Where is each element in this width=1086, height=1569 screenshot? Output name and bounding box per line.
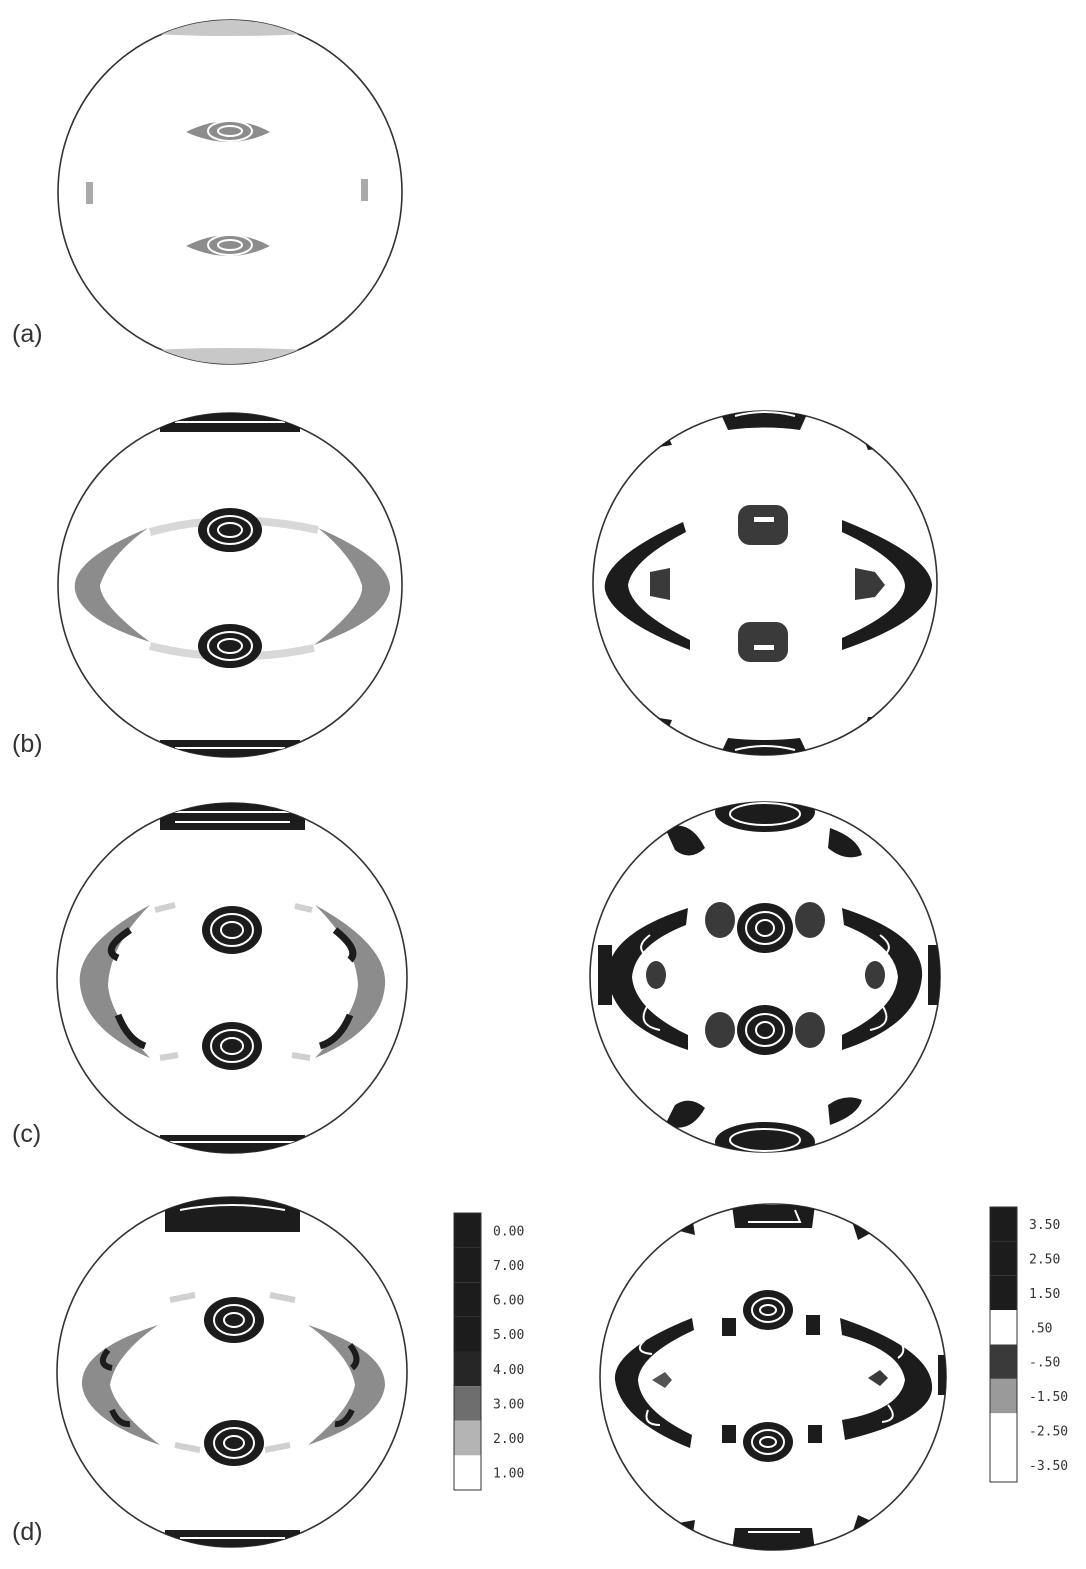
pole-figure-d-right-arc-right bbox=[840, 1318, 933, 1440]
left-legend-tick-label: 1.00 bbox=[493, 1467, 524, 1482]
pole-figure-c-left-outline bbox=[56, 802, 408, 1154]
right-legend-cell bbox=[990, 1241, 1017, 1276]
right-legend-frame bbox=[989, 1206, 1018, 1483]
pole-figure-d-right-lower-peak bbox=[743, 1422, 793, 1462]
pole-figure-a-lower-contour bbox=[207, 234, 253, 256]
pole-figure-a-top-band bbox=[80, 20, 380, 36]
pole-figure-c-left bbox=[56, 802, 408, 1154]
left-legend-cell bbox=[454, 1455, 481, 1490]
pole-figure-b-right-upper-peak bbox=[738, 505, 788, 545]
left-legend-cell bbox=[454, 1247, 481, 1283]
pole-figure-d-left bbox=[56, 1196, 408, 1548]
left-legend-cell bbox=[454, 1351, 481, 1387]
pole-figure-a-right-spot bbox=[361, 179, 368, 201]
pole-figure-b-left-lower-peak bbox=[198, 624, 262, 668]
panel-label-b: (b) bbox=[12, 730, 43, 758]
left-legend-cell bbox=[454, 1386, 481, 1421]
right-legend-tick-label: 2.50 bbox=[1029, 1253, 1060, 1268]
pole-figure-d-left-arc-right bbox=[308, 1325, 385, 1445]
right-legend-cell bbox=[990, 1207, 1017, 1242]
right-legend-cell bbox=[990, 1378, 1017, 1414]
pole-figure-c-right-upper-peak bbox=[737, 903, 793, 953]
pole-figure-b-left-upper-peak bbox=[198, 508, 262, 552]
right-legend-tick-label: -.50 bbox=[1029, 1356, 1060, 1371]
left-legend-cell bbox=[454, 1213, 481, 1248]
pole-figure-a bbox=[57, 19, 403, 365]
left-legend-cell bbox=[454, 1316, 481, 1352]
pole-figure-a-outline bbox=[57, 19, 403, 365]
pole-figure-b-right-lower-peak bbox=[738, 622, 788, 662]
pole-figure-d-left-upper-peak bbox=[204, 1297, 264, 1343]
right-legend-cell bbox=[990, 1447, 1017, 1482]
left-legend-tick-label: 5.00 bbox=[493, 1328, 524, 1343]
pole-figure-d-right bbox=[599, 1203, 947, 1551]
pole-figure-c-left-arc-right bbox=[315, 905, 386, 1058]
left-legend-tick-label: 3.00 bbox=[493, 1397, 524, 1412]
left-legend-tick-label: 6.00 bbox=[493, 1294, 524, 1309]
pole-figure-d-right-arc-left bbox=[614, 1318, 694, 1448]
left-legend-tick-label: 0.00 bbox=[493, 1224, 524, 1239]
left-legend-tick-label: 7.00 bbox=[493, 1259, 524, 1274]
right-legend-tick-label: -1.50 bbox=[1029, 1390, 1068, 1405]
left-legend-tick-label: 2.00 bbox=[493, 1432, 524, 1447]
pole-figure-b-left-outline bbox=[57, 412, 403, 758]
pole-figure-c-right-lower-peak bbox=[737, 1005, 793, 1055]
pole-figure-a-bottom-band bbox=[80, 348, 380, 364]
right-legend-cell bbox=[990, 1413, 1017, 1448]
left-legend-cell bbox=[454, 1282, 481, 1317]
pole-figure-b-left-arc-right bbox=[314, 528, 391, 645]
panel-label-a: (a) bbox=[12, 320, 43, 348]
pole-figure-c-right-outline bbox=[589, 801, 941, 1153]
pole-figure-d-right-outline bbox=[599, 1203, 947, 1551]
pole-figure-c-right-arc-right bbox=[842, 908, 923, 1050]
legend-left: 0.00 7.00 6.00 5.00 4.00 3.00 2.00 1.00 bbox=[453, 1212, 524, 1491]
right-legend-tick-label: -2.50 bbox=[1029, 1424, 1068, 1439]
right-legend-tick-label: 3.50 bbox=[1029, 1218, 1060, 1233]
pole-figure-a-left-spot bbox=[86, 182, 93, 204]
pole-figure-a-upper-contour bbox=[207, 120, 253, 142]
panel-label-d: (d) bbox=[12, 1518, 43, 1546]
right-legend-cell bbox=[990, 1310, 1017, 1345]
left-legend-tick-label: 4.00 bbox=[493, 1363, 524, 1378]
right-legend-tick-label: -3.50 bbox=[1029, 1459, 1068, 1474]
pole-figure-c-right-arc-left bbox=[607, 908, 688, 1050]
left-legend-cell bbox=[454, 1420, 481, 1456]
right-legend-tick-label: 1.50 bbox=[1029, 1287, 1060, 1302]
pole-figure-b-right-arc-left bbox=[604, 522, 690, 650]
pole-figure-b-left-arc-left bbox=[74, 528, 150, 642]
right-legend-tick-label: .50 bbox=[1029, 1321, 1052, 1336]
pole-figure-b-right-outline bbox=[592, 410, 938, 756]
left-legend-frame bbox=[453, 1212, 482, 1491]
pole-figure-c-right bbox=[589, 801, 941, 1153]
pole-figure-c-left-arc-left bbox=[79, 905, 150, 1058]
pole-figure-d-right-upper-peak bbox=[743, 1290, 793, 1330]
right-legend-cell bbox=[990, 1275, 1017, 1311]
panel-label-c: (c) bbox=[12, 1120, 42, 1148]
legend-right: 3.50 2.50 1.50 .50 -.50 -1.50 -2.50 -3.50 bbox=[989, 1206, 1068, 1483]
right-legend-cell bbox=[990, 1344, 1017, 1379]
pole-figure-b-left bbox=[57, 412, 403, 758]
pole-figure-b-right-arc-right bbox=[842, 520, 932, 650]
pole-figure-d-left-lower-peak bbox=[204, 1420, 264, 1466]
pole-figure-b-right bbox=[592, 410, 938, 756]
